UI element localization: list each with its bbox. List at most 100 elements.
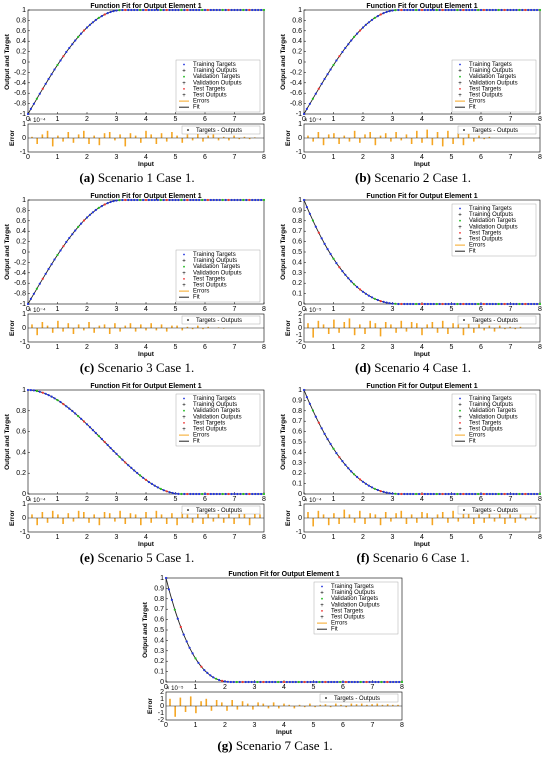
y-tick-label: 0.6: [292, 429, 302, 436]
data-point: [85, 216, 89, 219]
data-point: [332, 257, 335, 260]
data-point: [344, 680, 347, 684]
legend-swatch: [183, 265, 185, 268]
data-point: [453, 302, 456, 306]
panel-title: Function Fit for Output Element 1: [90, 3, 201, 10]
data-point: [409, 492, 412, 496]
legend-label: Test Outputs: [193, 93, 227, 99]
data-point: [400, 8, 403, 12]
data-point: [491, 302, 494, 306]
data-point: [62, 55, 65, 58]
error-x-tick-label: 3: [391, 154, 395, 161]
data-point: [174, 8, 177, 12]
data-point: [197, 661, 200, 664]
error-x-tick-label: 3: [253, 722, 257, 729]
data-point: [227, 198, 230, 202]
data-point: [497, 302, 500, 306]
data-point: [109, 200, 112, 204]
error-x-tick-label: 1: [194, 722, 198, 729]
y-tick-label: 0.4: [292, 449, 302, 456]
data-point: [368, 680, 371, 684]
data-point: [221, 198, 224, 202]
data-point: [35, 389, 39, 393]
data-point: [394, 492, 397, 495]
y-tick-label: -1: [296, 111, 302, 118]
data-point: [338, 266, 341, 269]
error-x-tick-label: 7: [509, 344, 513, 351]
data-point: [415, 302, 418, 306]
data-point: [192, 492, 195, 496]
error-x-tick-label: 1: [332, 534, 336, 541]
legend-label: Validation Outputs: [331, 602, 380, 608]
data-point: [229, 680, 232, 684]
y-tick-label: 0.9: [292, 397, 302, 404]
panel-caption: (g) Scenario 7 Case 1.: [217, 738, 332, 753]
error-exponent: × 10⁻⁴: [28, 117, 46, 124]
data-point: [482, 492, 485, 496]
data-point: [382, 12, 385, 15]
x-tick-label: 7: [233, 306, 237, 313]
x-tick-label: 3: [391, 306, 395, 313]
data-point: [233, 8, 236, 12]
data-point: [367, 294, 370, 297]
data-point: [203, 492, 207, 496]
error-legend-label: Targets - Outputs: [472, 318, 518, 324]
data-point: [183, 492, 186, 496]
x-tick-label: 3: [115, 496, 119, 503]
data-point: [91, 21, 94, 24]
legend-swatch: +: [182, 93, 186, 99]
legend-label: Fit: [193, 105, 200, 111]
error-y-tick-label: 1: [22, 121, 26, 128]
data-point: [518, 8, 521, 12]
data-point: [420, 8, 424, 12]
error-y-tick-label: 0: [298, 515, 302, 522]
data-point: [223, 680, 227, 683]
data-point: [247, 680, 250, 684]
data-point: [115, 9, 118, 12]
error-legend-box: [319, 693, 399, 703]
error-x-tick-label: 6: [203, 344, 207, 351]
data-point: [201, 492, 204, 496]
data-point: [400, 680, 404, 684]
data-point: [468, 492, 471, 496]
data-point: [171, 8, 174, 12]
legend-box: [451, 393, 537, 447]
y-tick-label: -0.6: [14, 280, 26, 287]
data-point: [80, 417, 83, 420]
y-tick-label: 0.8: [292, 408, 302, 415]
data-point: [318, 680, 321, 684]
error-legend-swatch: [187, 129, 189, 131]
data-point: [535, 492, 539, 496]
data-point: [62, 245, 65, 248]
data-point: [241, 680, 244, 684]
error-x-tick-label: 0: [164, 722, 168, 729]
caption-letter: (f): [356, 550, 369, 565]
caption-letter: (c): [80, 360, 94, 375]
data-point: [388, 302, 391, 305]
data-point: [215, 677, 218, 680]
legend-box: [451, 203, 537, 257]
error-y-tick-label: -1: [296, 332, 302, 339]
data-point: [394, 9, 397, 12]
caption-letter: (a): [79, 170, 94, 185]
error-x-tick-label: 2: [361, 534, 365, 541]
x-tick-label: 7: [509, 306, 513, 313]
data-point: [256, 680, 259, 684]
x-tick-label: 4: [420, 116, 424, 123]
data-point: [406, 302, 409, 306]
data-point: [260, 8, 263, 12]
y-tick-label: 1: [22, 7, 26, 14]
data-point: [121, 198, 124, 202]
data-point: [329, 442, 332, 446]
x-tick-label: 8: [262, 306, 266, 313]
error-x-tick-label: 2: [85, 344, 89, 351]
error-y-tick-label: 1: [160, 696, 164, 703]
panel-f: Function Fit for Output Element 1 1 0.9 0.8…: [280, 383, 542, 565]
data-point: [203, 8, 207, 12]
error-x-tick-label: 5: [174, 344, 178, 351]
data-point: [285, 680, 288, 684]
legend-swatch: +: [182, 259, 186, 265]
y-tick-label: -0.6: [290, 90, 302, 97]
data-point: [97, 206, 100, 209]
data-point: [385, 491, 388, 494]
